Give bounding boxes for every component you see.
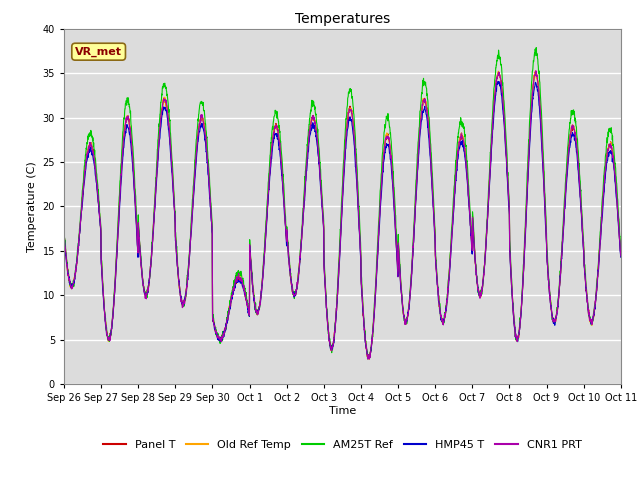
Panel T — [617, 252, 625, 258]
HMP45 T — [505, 200, 513, 206]
AM25T Ref — [504, 183, 512, 189]
Old Ref Temp — [584, 300, 591, 306]
HMP45 T — [365, 356, 372, 361]
Old Ref Temp — [532, 68, 540, 73]
Old Ref Temp — [371, 298, 379, 304]
AM25T Ref — [358, 293, 366, 299]
Panel T — [371, 300, 379, 306]
CNR1 PRT — [364, 356, 372, 362]
X-axis label: Time: Time — [329, 406, 356, 416]
Line: HMP45 T: HMP45 T — [64, 82, 621, 359]
HMP45 T — [617, 254, 625, 260]
Old Ref Temp — [568, 125, 576, 131]
Old Ref Temp — [617, 254, 625, 260]
CNR1 PRT — [216, 336, 223, 341]
AM25T Ref — [60, 226, 68, 231]
Panel T — [358, 294, 366, 300]
HMP45 T — [358, 299, 366, 305]
Legend: Panel T, Old Ref Temp, AM25T Ref, HMP45 T, CNR1 PRT: Panel T, Old Ref Temp, AM25T Ref, HMP45 … — [99, 436, 586, 455]
CNR1 PRT — [504, 191, 512, 196]
Old Ref Temp — [216, 335, 223, 341]
AM25T Ref — [364, 356, 371, 362]
CNR1 PRT — [584, 297, 591, 302]
AM25T Ref — [532, 45, 540, 50]
HMP45 T — [60, 231, 68, 237]
HMP45 T — [568, 132, 576, 138]
Panel T — [216, 335, 223, 341]
HMP45 T — [584, 300, 591, 306]
Text: VR_met: VR_met — [75, 47, 122, 57]
Old Ref Temp — [358, 299, 366, 304]
Panel T — [495, 69, 502, 74]
CNR1 PRT — [568, 125, 576, 131]
HMP45 T — [216, 336, 223, 342]
CNR1 PRT — [358, 297, 366, 303]
Title: Temperatures: Temperatures — [295, 12, 390, 26]
CNR1 PRT — [532, 68, 540, 73]
HMP45 T — [494, 79, 502, 84]
AM25T Ref — [371, 295, 379, 300]
Old Ref Temp — [504, 192, 512, 197]
CNR1 PRT — [371, 301, 379, 307]
Panel T — [60, 230, 68, 236]
Old Ref Temp — [60, 232, 68, 238]
Panel T — [568, 124, 576, 130]
AM25T Ref — [216, 337, 223, 343]
AM25T Ref — [568, 112, 576, 118]
Line: Panel T: Panel T — [64, 72, 621, 359]
Panel T — [505, 196, 513, 202]
Y-axis label: Temperature (C): Temperature (C) — [27, 161, 37, 252]
Panel T — [584, 300, 591, 305]
CNR1 PRT — [617, 253, 625, 259]
Old Ref Temp — [365, 356, 372, 361]
AM25T Ref — [584, 299, 591, 305]
Line: Old Ref Temp: Old Ref Temp — [64, 71, 621, 359]
CNR1 PRT — [60, 231, 68, 237]
Line: CNR1 PRT: CNR1 PRT — [64, 71, 621, 359]
Panel T — [365, 356, 373, 362]
Line: AM25T Ref: AM25T Ref — [64, 48, 621, 359]
HMP45 T — [371, 303, 379, 309]
AM25T Ref — [617, 249, 625, 255]
